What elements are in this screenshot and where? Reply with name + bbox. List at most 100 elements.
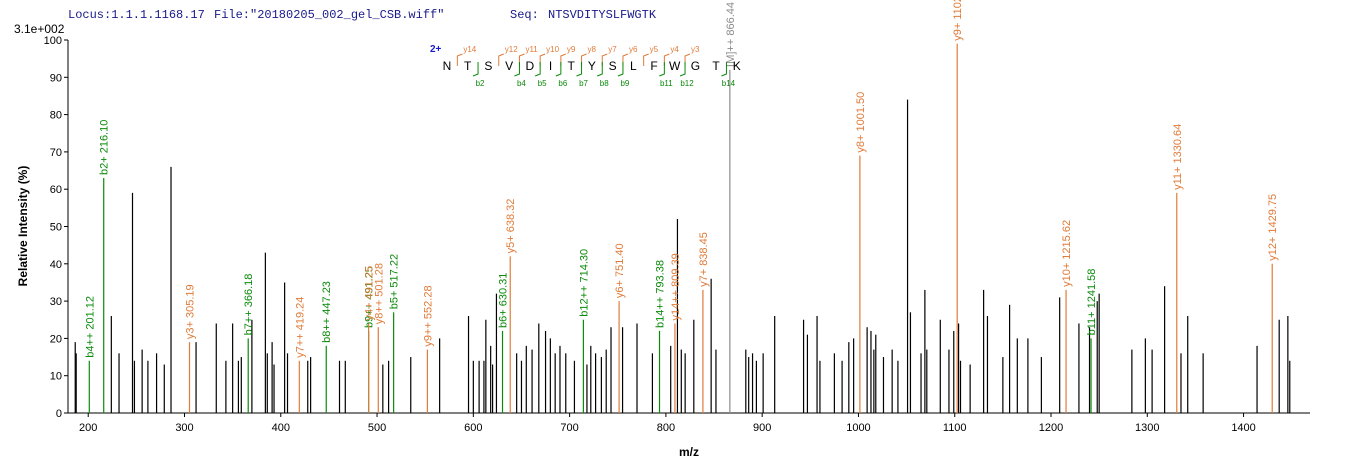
charge: 2+: [430, 44, 442, 55]
residue: T: [568, 59, 576, 73]
y-tick-label: 90: [50, 72, 62, 84]
x-tick-label: 700: [560, 422, 578, 434]
residue: D: [525, 59, 534, 73]
residue: S: [484, 59, 492, 73]
y-ion: y11: [525, 45, 538, 54]
y-bracket: [498, 53, 504, 66]
file: File:"20180205_002_gel_CSB.wiff": [214, 8, 444, 22]
b-bracket: [514, 62, 520, 77]
residue: K: [733, 59, 741, 73]
scale: 3.1e+002: [14, 22, 65, 36]
b-bracket: [534, 62, 541, 77]
y-tick-label: 50: [50, 222, 62, 234]
peak-label: b6+ 630.31: [498, 273, 510, 328]
b-ion: b11: [660, 79, 673, 88]
y-bracket: [622, 53, 629, 66]
peak-label: y6+ 751.40: [614, 243, 626, 298]
b-ion: b7: [579, 79, 588, 88]
b-ion: b2: [476, 79, 485, 88]
peak-label: [M]++ 866.44: [725, 2, 737, 67]
residue: L: [630, 59, 637, 73]
y-tick-label: 70: [50, 147, 62, 159]
x-tick-label: 1300: [1135, 422, 1159, 434]
peak-label: y7+ 838.45: [698, 232, 710, 287]
y-ion: y7: [608, 45, 617, 54]
y-ion: y6: [629, 45, 638, 54]
peak-label: b4++ 201.12: [84, 296, 96, 358]
b-ion: b14: [722, 79, 736, 88]
x-tick-label: 1000: [846, 422, 870, 434]
x-tick-label: 800: [657, 422, 675, 434]
b-ion: b6: [558, 79, 567, 88]
b-bracket: [659, 62, 665, 77]
residue: T: [464, 59, 472, 73]
peak-label: b9++ 491.25: [364, 266, 376, 328]
y-bracket: [601, 53, 608, 66]
b-ion: b4: [517, 79, 526, 88]
y-ion: y8: [588, 45, 597, 54]
residue: V: [505, 59, 513, 73]
peak-label: y9++ 552.28: [422, 285, 434, 346]
y-bracket: [560, 53, 567, 66]
b-bracket: [576, 62, 583, 77]
x-axis-label: m/z: [679, 445, 699, 459]
y-tick-label: 0: [56, 408, 62, 420]
y-ion: y14: [463, 45, 476, 54]
peak-label: y4+ 491.25: [364, 266, 376, 321]
x-tick-label: 1400: [1231, 422, 1255, 434]
residue: F: [650, 59, 657, 73]
residue: T: [712, 59, 720, 73]
y-tick-label: 10: [50, 371, 62, 383]
y-bracket: [643, 53, 649, 66]
peak-label: b7++ 366.18: [243, 274, 255, 336]
b-ion: b8: [600, 79, 609, 88]
y-tick-label: 100: [44, 35, 62, 47]
b-ion: b9: [620, 79, 629, 88]
y-bracket: [518, 53, 525, 66]
y-ion: y5: [650, 45, 659, 54]
peak-label: b8++ 447.23: [321, 281, 333, 343]
x-tick-label: 300: [175, 422, 193, 434]
peak-label: y12+ 1429.75: [1267, 194, 1279, 261]
x-tick-label: 1200: [1039, 422, 1063, 434]
x-tick-label: 200: [79, 422, 97, 434]
y-bracket: [456, 53, 463, 66]
peak-label: y5+ 638.32: [505, 199, 517, 254]
locus: Locus:1.1.1.1168.17: [68, 8, 205, 22]
y-tick-label: 20: [50, 333, 62, 345]
peak-label: y11+ 1330.64: [1172, 124, 1184, 190]
b-bracket: [555, 62, 562, 77]
b-ion: b5: [538, 79, 547, 88]
x-tick-label: 400: [272, 422, 290, 434]
peak-label: b14++ 793.38: [655, 260, 667, 328]
y-ion: y12: [505, 45, 518, 54]
y-ion: y3: [691, 45, 700, 54]
b-bracket: [472, 62, 479, 77]
seq-label: Seq:: [510, 8, 539, 22]
y-bracket: [684, 53, 691, 66]
x-tick-label: 500: [368, 422, 386, 434]
peak-label: b11+ 1241.58: [1086, 269, 1098, 336]
residue: I: [549, 59, 552, 73]
y-tick-label: 60: [50, 184, 62, 196]
b-bracket: [721, 62, 727, 77]
peak-label: y9+ 1102.55: [952, 0, 964, 41]
y-tick-label: 30: [50, 296, 62, 308]
peak-label: y3+ 305.19: [184, 284, 196, 339]
peak-label: y10+ 1215.62: [1061, 220, 1073, 287]
peak-label: b2+ 216.10: [99, 120, 111, 175]
y-ion: y9: [567, 45, 576, 54]
y-tick-label: 40: [50, 259, 62, 271]
b-bracket: [597, 62, 603, 77]
y-ion: y10: [546, 45, 559, 54]
y-tick-label: 80: [50, 110, 62, 122]
residue: S: [609, 59, 617, 73]
x-tick-label: 1100: [943, 422, 967, 434]
x-tick-label: 900: [753, 422, 771, 434]
residue: G: [691, 59, 700, 73]
peak-label: y14++ 809.39: [670, 253, 682, 320]
peak-label: y8+ 1001.50: [855, 92, 867, 153]
peak-label: b5+ 517.22: [389, 254, 401, 309]
b-ion: b12: [680, 79, 694, 88]
